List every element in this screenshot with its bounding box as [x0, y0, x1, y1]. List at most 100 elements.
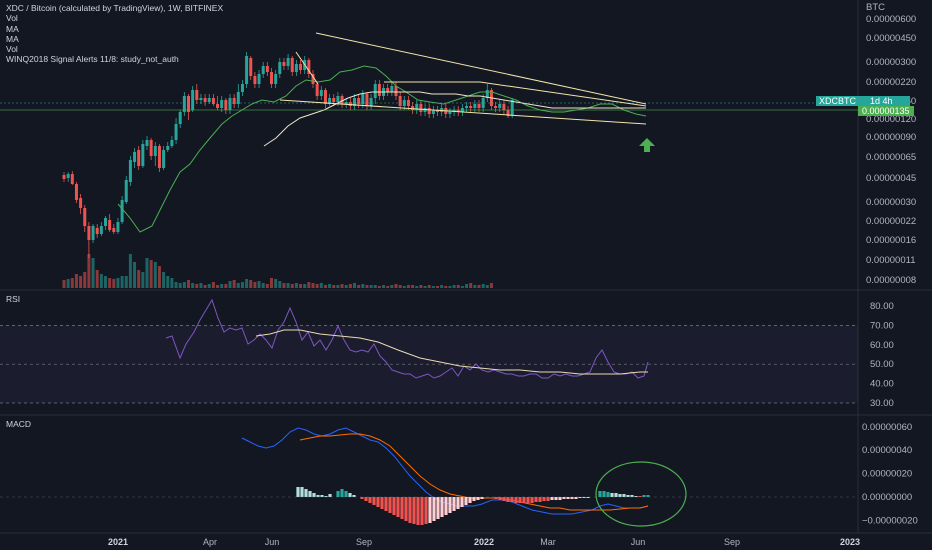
candle [162, 146, 166, 170]
volume-bar [66, 279, 70, 288]
candle-body [133, 152, 137, 162]
candle [348, 98, 352, 110]
candle [278, 58, 282, 78]
volume-bar [427, 285, 431, 288]
macd-histogram-bar [296, 487, 300, 497]
time-axis-tick: Sep [724, 537, 740, 547]
candle-body [228, 98, 232, 110]
legend-title[interactable]: XDC / Bitcoin (calculated by TradingView… [6, 3, 224, 13]
macd-histogram-bar [328, 494, 332, 497]
macd-histogram-bar [304, 489, 308, 497]
candle [274, 70, 278, 88]
macd-histogram-bar [352, 495, 356, 497]
candle [469, 102, 473, 112]
macd-axis-tick: 0.00000040 [862, 445, 912, 456]
macd-histogram-bar [456, 497, 460, 509]
candle [282, 58, 286, 70]
candle [419, 100, 423, 116]
macd-histogram-bar [376, 497, 380, 507]
candle [232, 94, 236, 108]
volume-bar [104, 276, 107, 288]
candle-body [328, 98, 332, 104]
legend-vol[interactable]: Vol [6, 13, 18, 24]
volume-bar [481, 284, 485, 288]
macd-axis-tick: 0.00000000 [862, 492, 912, 503]
time-axis-tick: 2021 [108, 537, 128, 547]
candle [211, 94, 215, 106]
macd-histogram-bar [498, 497, 502, 500]
candle [294, 60, 298, 76]
macd-histogram-bar [336, 491, 340, 497]
candle-body [87, 226, 91, 240]
candle [253, 72, 257, 88]
macd-histogram-bar [388, 497, 392, 513]
candle-body [137, 150, 141, 166]
macd-histogram-bar [614, 493, 618, 497]
macd-histogram-bar [606, 492, 610, 497]
time-axis-tick: Jun [265, 537, 280, 547]
volume-bar [415, 286, 419, 288]
volume-bar [174, 282, 178, 288]
macd-histogram-bar [506, 497, 510, 502]
time-axis-tick: Apr [203, 537, 217, 547]
candle-body [108, 220, 112, 230]
candle-body [456, 110, 460, 112]
candle [166, 142, 170, 152]
macd-histogram-bar [558, 497, 562, 500]
candle-body [332, 98, 336, 102]
candle-body [224, 100, 228, 110]
macd-histogram-bar [542, 497, 546, 501]
candle-body [307, 60, 311, 74]
macd-histogram-bar [550, 497, 554, 500]
candle [369, 94, 373, 110]
macd-histogram-bar [566, 497, 570, 499]
volume-bar [489, 283, 493, 288]
candle-body [104, 218, 107, 226]
legend-ma-2[interactable]: MA [6, 33, 19, 44]
macd-histogram-bar [324, 496, 328, 497]
rsi-pane-title[interactable]: RSI [6, 294, 21, 304]
volume-bar [91, 258, 95, 288]
macd-histogram-bar [518, 497, 522, 503]
candle [236, 84, 240, 108]
macd-histogram-bar [440, 497, 444, 517]
price-axis-tick: 0.00000300 [866, 57, 916, 68]
volume-bar [348, 284, 352, 288]
candle-body [166, 146, 170, 150]
macd-axis-tick: 0.00000060 [862, 422, 912, 433]
volume-bar [87, 254, 91, 288]
volume-bar [456, 285, 460, 288]
highlight-ellipse [595, 461, 687, 527]
volume-bar [153, 262, 157, 288]
macd-histogram-bar [582, 497, 586, 498]
macd-histogram-bar [618, 494, 622, 497]
candle [187, 94, 190, 120]
rsi-axis-tick: 80.00 [870, 301, 894, 312]
candle [315, 82, 319, 100]
candle-body [178, 112, 182, 124]
candle [104, 216, 107, 230]
volume-bar [74, 274, 78, 288]
volume-bar [328, 284, 332, 288]
candle [145, 136, 149, 150]
volume-bar [307, 282, 311, 288]
candle [170, 136, 174, 148]
macd-histogram-bar [464, 497, 468, 505]
macd-histogram-bar [602, 491, 606, 497]
candle [74, 182, 78, 203]
volume-bar [187, 280, 190, 288]
legend-vol-2[interactable]: Vol [6, 44, 18, 55]
volume-bar [423, 286, 427, 288]
volume-bar [353, 283, 356, 288]
legend-ma-1[interactable]: MA [6, 23, 19, 34]
volume-bar [191, 283, 195, 288]
macd-histogram-bar [348, 493, 352, 497]
candle [95, 224, 99, 238]
macd-histogram-bar [460, 497, 464, 507]
volume-bar [216, 285, 220, 288]
candle-body [336, 96, 340, 102]
macd-pane-title[interactable]: MACD [6, 419, 32, 429]
legend-signal-alerts[interactable]: WINQ2018 Signal Alerts 11/8: study_not_a… [6, 54, 179, 65]
candle [245, 52, 249, 88]
